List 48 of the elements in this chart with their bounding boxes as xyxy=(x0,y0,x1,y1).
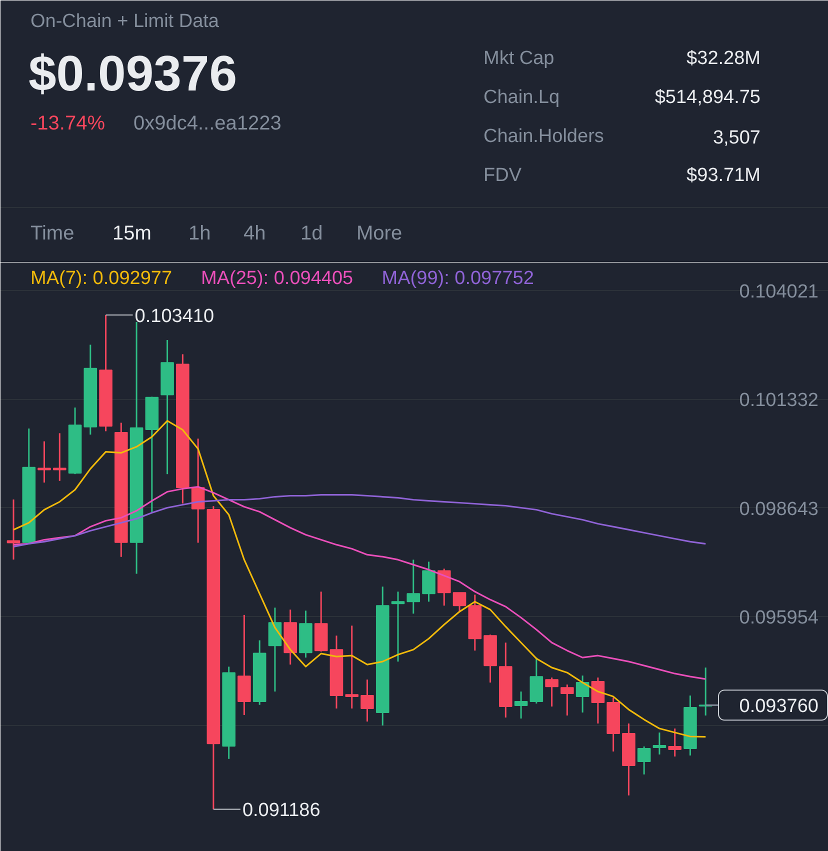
candlestick xyxy=(422,560,436,602)
text: $514,894.75 xyxy=(654,87,761,108)
candlestick xyxy=(38,440,51,484)
candlestick xyxy=(345,624,359,710)
candlestick xyxy=(437,568,451,606)
annotation: 0.103410 xyxy=(134,306,214,328)
text: MA(99): 0.097752 xyxy=(382,268,534,289)
chart-subtitle: $0.09376 xyxy=(28,46,238,102)
text: 1h xyxy=(188,222,211,244)
text: MA(25): 0.094405 xyxy=(201,268,354,289)
text: MA(7): 0.092977 xyxy=(30,268,172,289)
text: Chain.Lq xyxy=(484,87,560,108)
candlestick xyxy=(514,690,528,720)
candlestick xyxy=(637,746,651,776)
candlestick xyxy=(52,432,66,482)
text: $32.28M xyxy=(686,48,761,69)
candlestick xyxy=(560,684,574,716)
text: 1d xyxy=(300,222,323,244)
text: More xyxy=(356,222,402,244)
candlestick xyxy=(360,678,374,722)
annotation: 0.091186 xyxy=(242,800,320,822)
text: $93.71M xyxy=(686,165,761,186)
text: Mkt Cap xyxy=(484,48,554,69)
candlestick xyxy=(545,676,558,708)
candlestick xyxy=(391,590,405,662)
text: Time xyxy=(30,222,74,244)
text: Chain.Holders xyxy=(484,126,604,147)
text: FDV xyxy=(484,165,522,186)
text: 15m xyxy=(112,222,152,244)
text: 0x9dc4...ea1223 xyxy=(134,112,282,134)
chart-title: On-Chain + Limit Data xyxy=(30,11,220,32)
text: 4h xyxy=(244,222,266,244)
y-tick-label: 0.095954 xyxy=(739,607,819,628)
y-tick-label: 0.098643 xyxy=(739,498,819,520)
candlestick xyxy=(452,592,466,612)
candlestick xyxy=(406,558,420,614)
y-tick-label: 0.104021 xyxy=(739,281,819,302)
candlestick xyxy=(576,674,590,714)
line-series xyxy=(12,420,706,738)
candlestick xyxy=(6,498,20,560)
y-tick-label: 0.101332 xyxy=(739,390,819,412)
candlestick xyxy=(668,728,682,758)
candlestick xyxy=(652,732,666,756)
text: 3,507 xyxy=(712,128,760,148)
ref-line-label: 0.093760 xyxy=(739,696,819,718)
line-series xyxy=(12,486,706,680)
text: -13.74% xyxy=(30,112,106,134)
candlestick xyxy=(591,676,605,724)
